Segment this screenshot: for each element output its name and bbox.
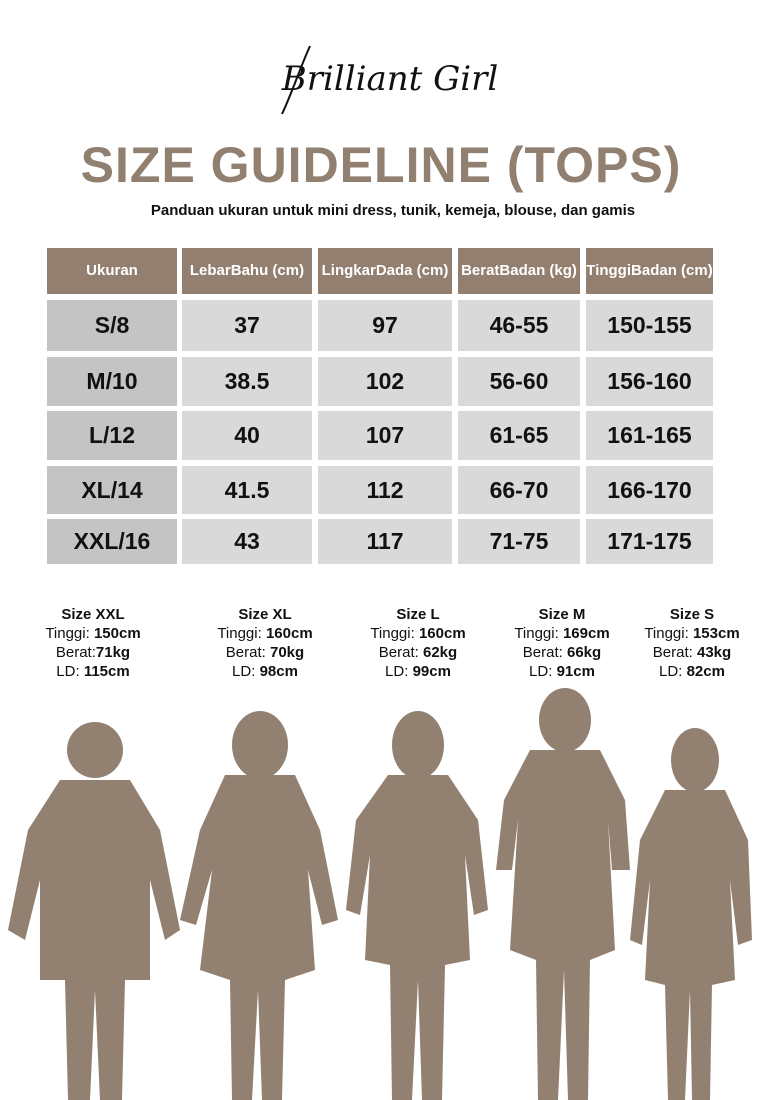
brand-logo: Brilliant Girl: [281, 45, 499, 115]
model-card: Size L Tinggi: 160cm Berat: 62kg LD: 99c…: [348, 605, 488, 681]
height-label: Tinggi:: [514, 625, 563, 642]
table-cell: 41.5: [182, 466, 312, 514]
weight-label: Berat:: [652, 644, 697, 661]
size-label-cell: L/12: [47, 411, 177, 460]
header-line: Berat: [461, 262, 500, 279]
chest-value: 115cm: [83, 663, 130, 680]
header-line: Badan (cm): [631, 262, 713, 279]
brand-name: Brilliant Girl: [281, 59, 499, 99]
chest-label: LD:: [385, 663, 413, 680]
chest-label: LD:: [56, 663, 84, 680]
silhouette-xxl: [8, 722, 180, 1100]
chest-value: 82cm: [686, 663, 725, 680]
table-cell: 66-70: [458, 466, 580, 514]
size-label-cell: XXL/16: [47, 519, 177, 564]
table-cell: 117: [318, 519, 452, 564]
model-card: Size XL Tinggi: 160cm Berat: 70kg LD: 98…: [195, 605, 335, 681]
table-cell: 171-175: [586, 519, 713, 564]
silhouette-m: [496, 688, 630, 1100]
table-cell: 112: [318, 466, 452, 514]
chest-label: LD:: [529, 663, 557, 680]
model-size: Size S: [669, 606, 715, 623]
silhouette-xl: [180, 711, 338, 1100]
model-size: Size XL: [238, 606, 292, 623]
height-label: Tinggi:: [217, 625, 266, 642]
model-size: Size L: [396, 606, 440, 623]
size-label-cell: S/8: [47, 300, 177, 351]
table-cell: 46-55: [458, 300, 580, 351]
height-label: Tinggi:: [644, 625, 693, 642]
size-label-cell: XL/14: [47, 466, 177, 514]
table-cell: 38.5: [182, 357, 312, 406]
table-cell: 43: [182, 519, 312, 564]
height-label: Tinggi:: [370, 625, 419, 642]
chest-value: 91cm: [556, 663, 595, 680]
header-line: Bahu (cm): [230, 262, 305, 279]
weight-value: 43kg: [696, 644, 732, 661]
page-title: SIZE GUIDELINE (TOPS): [80, 137, 682, 193]
header-line: Tinggi: [586, 262, 632, 279]
model-size: Size M: [538, 606, 586, 623]
silhouette-l: [346, 711, 488, 1100]
column-header: Tinggi Badan (cm): [586, 248, 713, 294]
table-cell: 71-75: [458, 519, 580, 564]
table-cell: 40: [182, 411, 312, 460]
model-card: Size S Tinggi: 153cm Berat: 43kg LD: 82c…: [622, 605, 762, 681]
table-cell: 150-155: [586, 300, 713, 351]
height-value: 153cm: [692, 625, 740, 642]
table-cell: 156-160: [586, 357, 713, 406]
table-cell: 56-60: [458, 357, 580, 406]
weight-label: Berat:: [55, 644, 96, 661]
model-card: Size M Tinggi: 169cm Berat: 66kg LD: 91c…: [492, 605, 632, 681]
column-header: Lingkar Dada (cm): [318, 248, 452, 294]
model-silhouettes: [8, 688, 752, 1100]
header-line: Ukuran: [86, 262, 138, 279]
table-cell: 102: [318, 357, 452, 406]
page-subtitle: Panduan ukuran untuk mini dress, tunik, …: [150, 202, 636, 219]
weight-value: 62kg: [422, 644, 458, 661]
silhouette-s: [630, 728, 752, 1100]
column-header: Ukuran: [47, 248, 177, 294]
weight-label: Berat:: [522, 644, 567, 661]
height-label: Tinggi:: [45, 625, 94, 642]
column-header: Lebar Bahu (cm): [182, 248, 312, 294]
chest-value: 99cm: [412, 663, 451, 680]
chest-label: LD:: [232, 663, 260, 680]
height-value: 160cm: [265, 625, 313, 642]
size-label-cell: M/10: [47, 357, 177, 406]
table-cell: 61-65: [458, 411, 580, 460]
header-line: Badan (kg): [499, 262, 577, 279]
height-value: 169cm: [562, 625, 610, 642]
height-value: 160cm: [418, 625, 466, 642]
chest-value: 98cm: [259, 663, 298, 680]
model-card: Size XXL Tinggi: 150cm Berat:71kg LD: 11…: [23, 605, 163, 681]
weight-label: Berat:: [378, 644, 423, 661]
table-cell: 37: [182, 300, 312, 351]
header-line: Lebar: [189, 262, 231, 279]
header-line: Dada (cm): [375, 262, 449, 279]
column-header: Berat Badan (kg): [458, 248, 580, 294]
weight-value: 70kg: [269, 644, 305, 661]
header-line: Lingkar: [321, 262, 376, 279]
weight-value: 71kg: [95, 644, 131, 661]
weight-label: Berat:: [225, 644, 270, 661]
weight-value: 66kg: [566, 644, 602, 661]
chest-label: LD:: [659, 663, 687, 680]
table-cell: 161-165: [586, 411, 713, 460]
table-cell: 166-170: [586, 466, 713, 514]
height-value: 150cm: [93, 625, 141, 642]
table-cell: 97: [318, 300, 452, 351]
model-size: Size XXL: [61, 606, 125, 623]
table-cell: 107: [318, 411, 452, 460]
